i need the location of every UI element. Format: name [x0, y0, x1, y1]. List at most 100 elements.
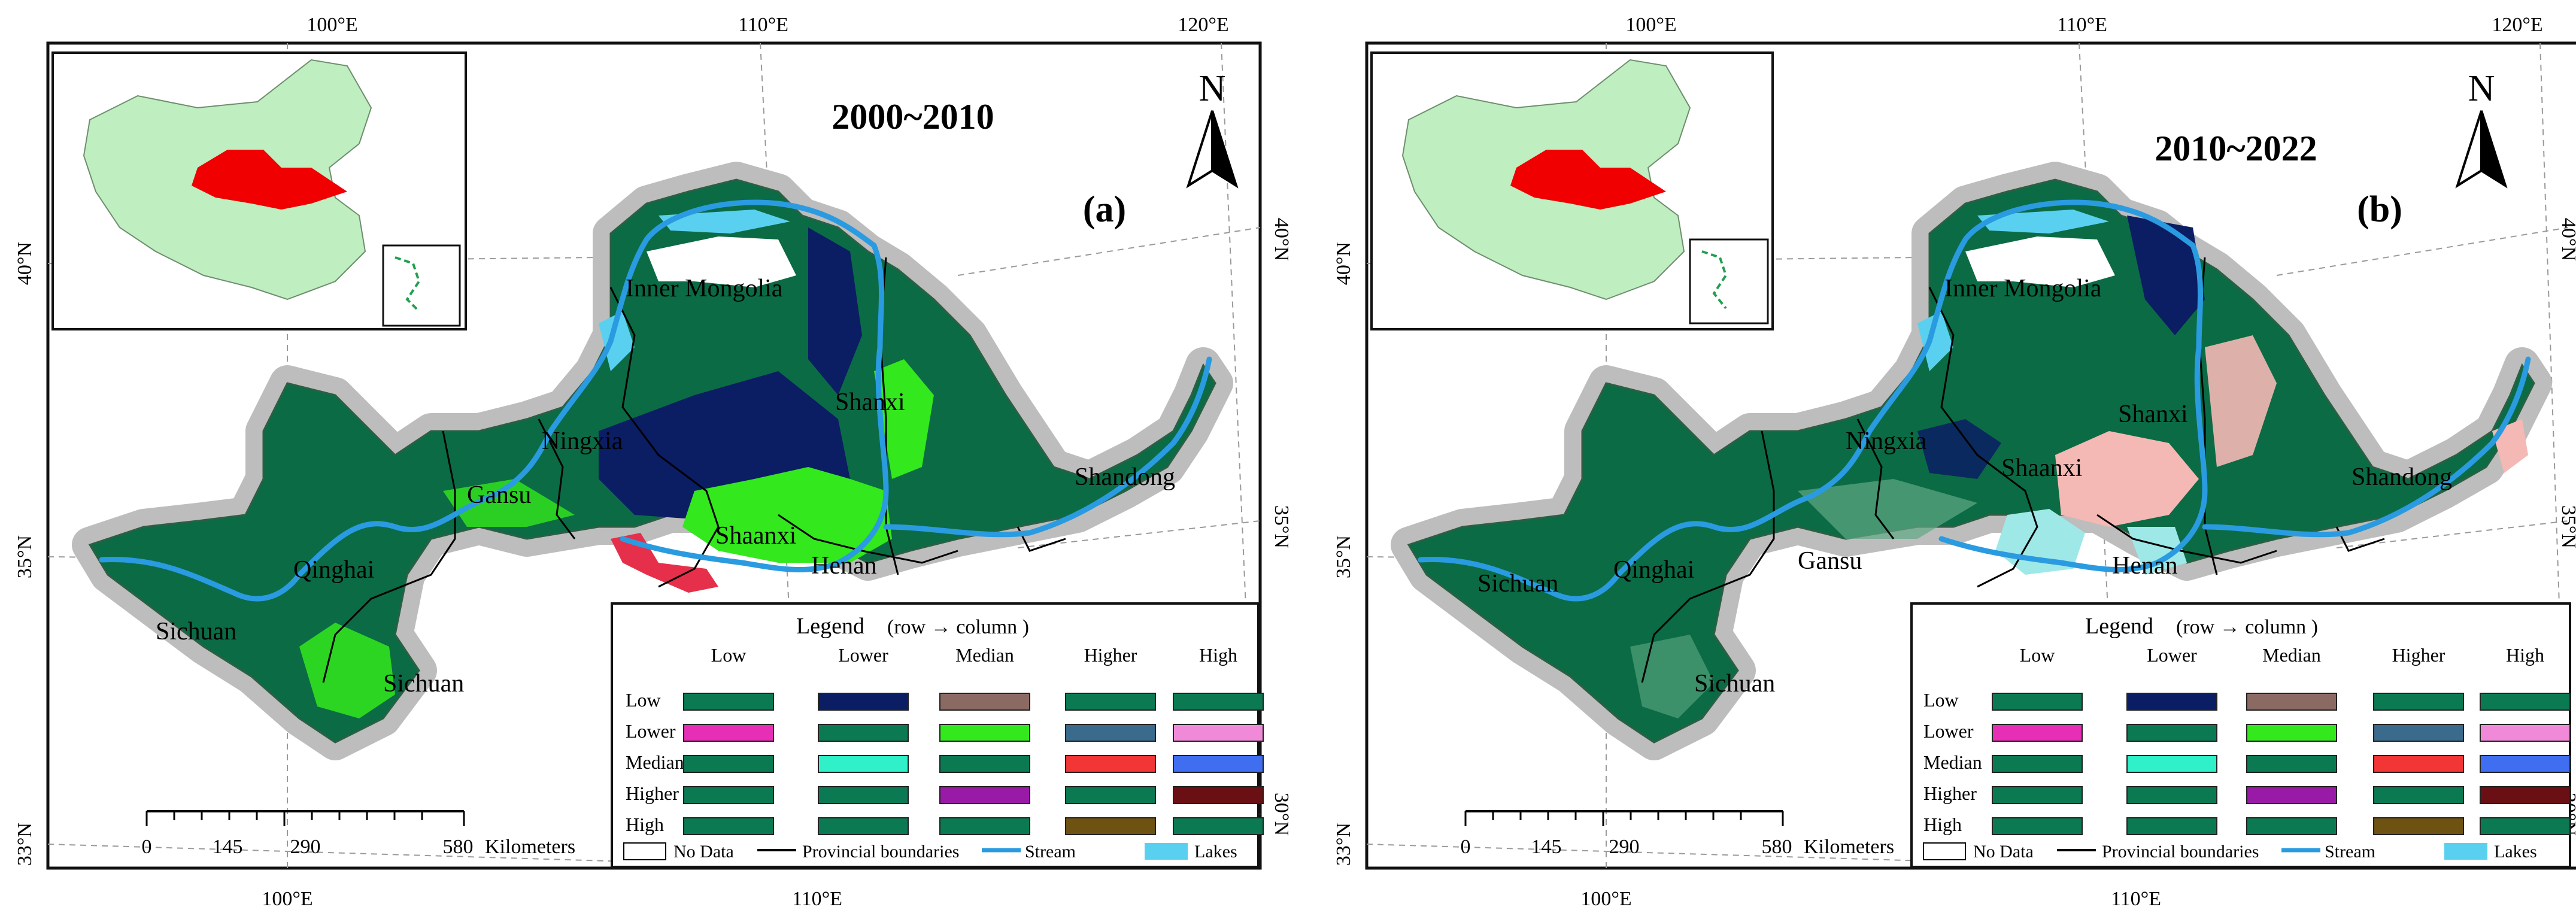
legend-swatch [1173, 817, 1264, 835]
svg-text:Low: Low [626, 689, 661, 711]
svg-text:145: 145 [1531, 836, 1562, 858]
svg-text:High: High [2506, 644, 2544, 666]
svg-text:Median: Median [2262, 644, 2321, 666]
svg-text:110°E: 110°E [2057, 14, 2107, 36]
place-label: Henan [2112, 552, 2178, 580]
basin-map [1409, 180, 2534, 742]
place-label: Shandong [2352, 463, 2452, 491]
svg-text:Low: Low [2020, 644, 2055, 666]
legend-footer: No Data Provincial boundaries Stream Lak… [623, 842, 1237, 862]
place-label: Qinghai [1613, 556, 1694, 584]
longitude-labels-top: 100°E 110°E 120°E [1625, 14, 2542, 36]
place-labels: Inner Mongolia Shanxi Ningxia Shaanxi Sh… [1477, 275, 2452, 697]
patch-red [611, 533, 718, 593]
longitude-labels-bottom: 100°E 110°E [262, 888, 842, 910]
legend-swatch [939, 817, 1030, 835]
legend-swatch [818, 817, 909, 835]
patch-dark-blue [2127, 216, 2205, 335]
svg-text:580: 580 [1762, 836, 1792, 858]
legend-swatch [818, 724, 909, 742]
legend-swatch [818, 693, 909, 711]
legend-swatch [1065, 786, 1156, 804]
svg-text:40°N: 40°N [1270, 218, 1292, 261]
svg-text:110°E: 110°E [2111, 888, 2161, 910]
legend-swatch [1173, 693, 1264, 711]
period-title: 2000~2010 [832, 97, 994, 137]
legend-swatch [2480, 755, 2571, 773]
svg-text:No Data: No Data [1973, 842, 2034, 862]
svg-text:Lakes: Lakes [1194, 842, 1237, 862]
legend-swatch [683, 724, 774, 742]
svg-text:Median: Median [955, 644, 1014, 666]
legend-swatch [2373, 817, 2464, 835]
latitude-labels-left: 40°N 35°N 33°N [14, 242, 36, 866]
legend-swatch [1992, 817, 2083, 835]
place-label: Sichuan [1477, 570, 1558, 597]
legend-subtitle: (row → column ) [887, 616, 1029, 638]
svg-text:35°N: 35°N [1270, 505, 1292, 548]
legend-title: Legend [796, 614, 864, 639]
place-label: Inner Mongolia [626, 275, 783, 302]
legend-footer: No Data Provincial boundaries Stream Lak… [1923, 842, 2537, 862]
panel-b: 2010~2022 (b) N 100°E 110°E 120°E 100°E … [1333, 14, 2576, 910]
lake [1977, 210, 2109, 233]
legend-swatch [1992, 693, 2083, 711]
patch-light-green [874, 359, 934, 479]
legend-matrix [683, 693, 1264, 835]
svg-text:Lower: Lower [626, 720, 676, 742]
svg-text:0: 0 [1461, 836, 1471, 858]
svg-text:Stream: Stream [2325, 842, 2375, 862]
svg-text:Higher: Higher [1084, 644, 1137, 666]
study-area-highlight [192, 150, 347, 210]
svg-text:Higher: Higher [626, 782, 679, 804]
legend-swatch [2126, 755, 2217, 773]
svg-text:Low: Low [711, 644, 747, 666]
legend-swatch [2480, 817, 2571, 835]
svg-text:Stream: Stream [1025, 842, 1076, 862]
legend-swatch [1992, 786, 2083, 804]
study-area-highlight [1510, 150, 1666, 210]
svg-text:Low: Low [1923, 689, 1959, 711]
svg-text:110°E: 110°E [738, 14, 788, 36]
legend-swatch [2246, 755, 2337, 773]
svg-text:Higher: Higher [1923, 782, 1977, 804]
inset-map [1370, 51, 1774, 330]
lake [1917, 311, 1953, 371]
legend-swatch [683, 755, 774, 773]
place-label: Ningxia [542, 427, 623, 455]
place-label: Shanxi [2118, 401, 2188, 428]
svg-text:Median: Median [1923, 751, 1982, 773]
svg-text:35°N: 35°N [2557, 505, 2576, 548]
legend-swatch [2126, 724, 2217, 742]
svg-text:Kilometers: Kilometers [485, 836, 575, 858]
svg-text:No Data: No Data [673, 842, 734, 862]
patch-light-speckle [1630, 635, 1714, 718]
svg-text:Provincial boundaries: Provincial boundaries [802, 842, 959, 862]
legend-swatch [1065, 817, 1156, 835]
legend-swatch [939, 786, 1030, 804]
svg-text:40°N: 40°N [14, 242, 36, 285]
svg-text:145: 145 [213, 836, 243, 858]
legend-swatch [683, 817, 774, 835]
place-label: Ningxia [1846, 427, 1927, 455]
panel-label: (b) [2357, 189, 2402, 230]
place-label: Shaanxi [715, 522, 796, 550]
place-label: Inner Mongolia [1944, 275, 2102, 302]
svg-text:40°N: 40°N [2557, 218, 2576, 261]
legend-swatch [2126, 693, 2217, 711]
svg-text:33°N: 33°N [1333, 823, 1355, 866]
basin-map [90, 180, 1215, 742]
legend-matrix [1992, 693, 2571, 835]
north-arrow-icon: N [2455, 68, 2508, 189]
legend-swatch [2480, 724, 2571, 742]
place-label: Gansu [467, 481, 531, 509]
svg-text:High: High [1923, 814, 1962, 835]
legend-swatch [818, 786, 909, 804]
legend-swatch [1065, 693, 1156, 711]
legend-swatch [2246, 786, 2337, 804]
patch-light-green [443, 479, 575, 527]
svg-text:120°E: 120°E [1178, 14, 1228, 36]
legend-swatch [1173, 755, 1264, 773]
svg-text:110°E: 110°E [792, 888, 842, 910]
